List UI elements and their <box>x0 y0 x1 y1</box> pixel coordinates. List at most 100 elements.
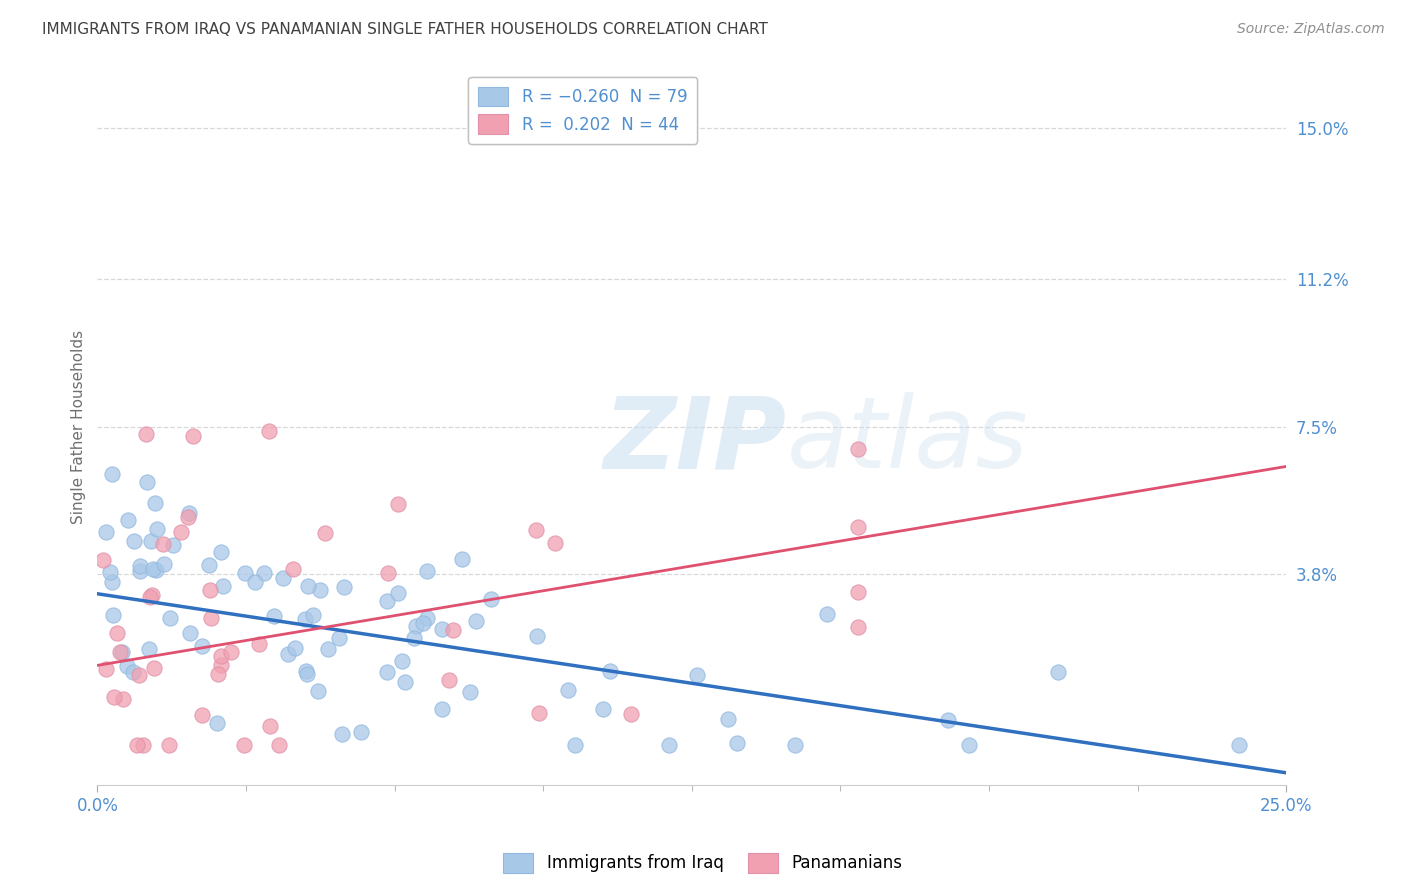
Point <box>122 533 145 548</box>
Point <box>94 524 117 539</box>
Point <box>111 645 134 659</box>
Point <box>846 520 869 534</box>
Point <box>125 738 148 752</box>
Point <box>330 726 353 740</box>
Text: ZIP: ZIP <box>605 392 787 490</box>
Legend: R = −0.260  N = 79, R =  0.202  N = 44: R = −0.260 N = 79, R = 0.202 N = 44 <box>468 77 697 144</box>
Point <box>267 738 290 752</box>
Point <box>233 566 256 580</box>
Point <box>128 668 150 682</box>
Point <box>846 585 869 599</box>
Point <box>209 648 232 663</box>
Point <box>146 522 169 536</box>
Point <box>200 611 222 625</box>
Point <box>141 588 163 602</box>
Point <box>277 647 299 661</box>
Point <box>936 713 959 727</box>
Point <box>725 736 748 750</box>
Point <box>136 475 159 489</box>
Point <box>191 708 214 723</box>
Point <box>479 591 502 606</box>
Point <box>243 574 266 589</box>
Point <box>247 637 270 651</box>
Point <box>191 639 214 653</box>
Point <box>314 525 336 540</box>
Point <box>458 685 481 699</box>
Point <box>112 691 135 706</box>
Point <box>181 429 204 443</box>
Point <box>108 645 131 659</box>
Point <box>394 675 416 690</box>
Point <box>157 738 180 752</box>
Point <box>316 641 339 656</box>
Point <box>416 564 439 578</box>
Point <box>297 579 319 593</box>
Point <box>179 507 201 521</box>
Point <box>212 579 235 593</box>
Point <box>815 607 838 621</box>
Point <box>263 609 285 624</box>
Point <box>686 668 709 682</box>
Point <box>103 690 125 705</box>
Point <box>259 425 281 439</box>
Point <box>846 442 869 457</box>
Point <box>207 716 229 731</box>
Point <box>209 658 232 673</box>
Point <box>405 619 427 633</box>
Point <box>132 738 155 752</box>
Point <box>387 497 409 511</box>
Point <box>162 538 184 552</box>
Point <box>412 615 434 630</box>
Point <box>117 513 139 527</box>
Point <box>717 712 740 726</box>
Point <box>128 559 150 574</box>
Text: IMMIGRANTS FROM IRAQ VS PANAMANIAN SINGLE FATHER HOUSEHOLDS CORRELATION CHART: IMMIGRANTS FROM IRAQ VS PANAMANIAN SINGL… <box>42 22 768 37</box>
Point <box>93 552 115 566</box>
Point <box>143 496 166 510</box>
Point <box>176 509 198 524</box>
Point <box>219 645 242 659</box>
Point <box>139 590 162 604</box>
Point <box>135 427 157 442</box>
Point <box>432 622 454 636</box>
Point <box>416 611 439 625</box>
Point <box>138 642 160 657</box>
Point <box>1046 665 1069 679</box>
Point <box>170 524 193 539</box>
Point <box>524 523 547 537</box>
Point <box>142 661 165 675</box>
Point <box>1227 738 1250 752</box>
Point <box>294 664 316 678</box>
Point <box>391 653 413 667</box>
Point <box>375 665 398 679</box>
Point <box>451 552 474 566</box>
Point <box>128 564 150 578</box>
Point <box>328 632 350 646</box>
Point <box>295 667 318 681</box>
Point <box>301 608 323 623</box>
Legend: Immigrants from Iraq, Panamanians: Immigrants from Iraq, Panamanians <box>496 847 910 880</box>
Point <box>153 557 176 571</box>
Point <box>437 673 460 687</box>
Point <box>145 563 167 577</box>
Point <box>402 631 425 645</box>
Point <box>307 684 329 698</box>
Point <box>957 738 980 752</box>
Text: atlas: atlas <box>787 392 1029 490</box>
Point <box>387 586 409 600</box>
Point <box>592 702 614 716</box>
Text: Source: ZipAtlas.com: Source: ZipAtlas.com <box>1237 22 1385 37</box>
Point <box>283 562 305 576</box>
Point <box>309 582 332 597</box>
Point <box>142 562 165 576</box>
Point <box>101 467 124 481</box>
Point <box>105 626 128 640</box>
Point <box>198 583 221 598</box>
Point <box>441 624 464 638</box>
Point <box>259 719 281 733</box>
Point <box>122 665 145 679</box>
Point <box>294 612 316 626</box>
Point <box>783 738 806 752</box>
Point <box>846 620 869 634</box>
Point <box>233 738 256 752</box>
